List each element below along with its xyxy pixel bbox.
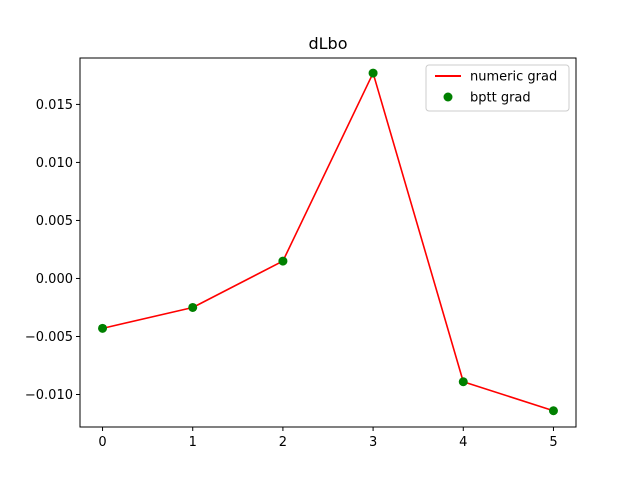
x-tick-label: 3 <box>369 435 377 450</box>
x-tick-label: 2 <box>279 435 287 450</box>
chart-title: dLbo <box>308 34 347 53</box>
plot-content <box>98 68 558 416</box>
y-tick-label: 0.010 <box>36 156 73 171</box>
y-tick-label: 0.015 <box>36 98 73 113</box>
series-point-bptt-grad <box>98 323 108 333</box>
y-tick-label: −0.010 <box>25 388 73 403</box>
series-point-bptt-grad <box>458 377 468 387</box>
legend-bptt-grad-swatch <box>443 92 453 102</box>
legend-bptt-grad-label: bptt grad <box>470 91 531 106</box>
plot-frame <box>79 57 577 428</box>
x-tick-label: 1 <box>189 435 197 450</box>
series-point-bptt-grad <box>188 302 198 312</box>
legend: numeric grad bptt grad <box>425 64 570 112</box>
series-point-bptt-grad <box>278 256 288 266</box>
x-axis-ticks: 0 1 2 3 4 5 <box>98 427 558 450</box>
x-tick-label: 4 <box>459 435 467 450</box>
series-line-numeric-grad <box>102 72 554 412</box>
y-tick-label: −0.005 <box>25 330 73 345</box>
y-tick-label: 0.000 <box>36 272 73 287</box>
x-tick-label: 5 <box>549 435 557 450</box>
legend-box <box>425 64 570 112</box>
series-point-bptt-grad <box>548 406 558 416</box>
series-point-bptt-grad <box>368 68 378 78</box>
x-tick-label: 0 <box>98 435 106 450</box>
legend-numeric-grad-label: numeric grad <box>470 70 557 85</box>
y-tick-label: 0.005 <box>36 214 73 229</box>
y-axis-ticks: 0.015 0.010 0.005 0.000 −0.005 −0.010 <box>25 98 80 403</box>
